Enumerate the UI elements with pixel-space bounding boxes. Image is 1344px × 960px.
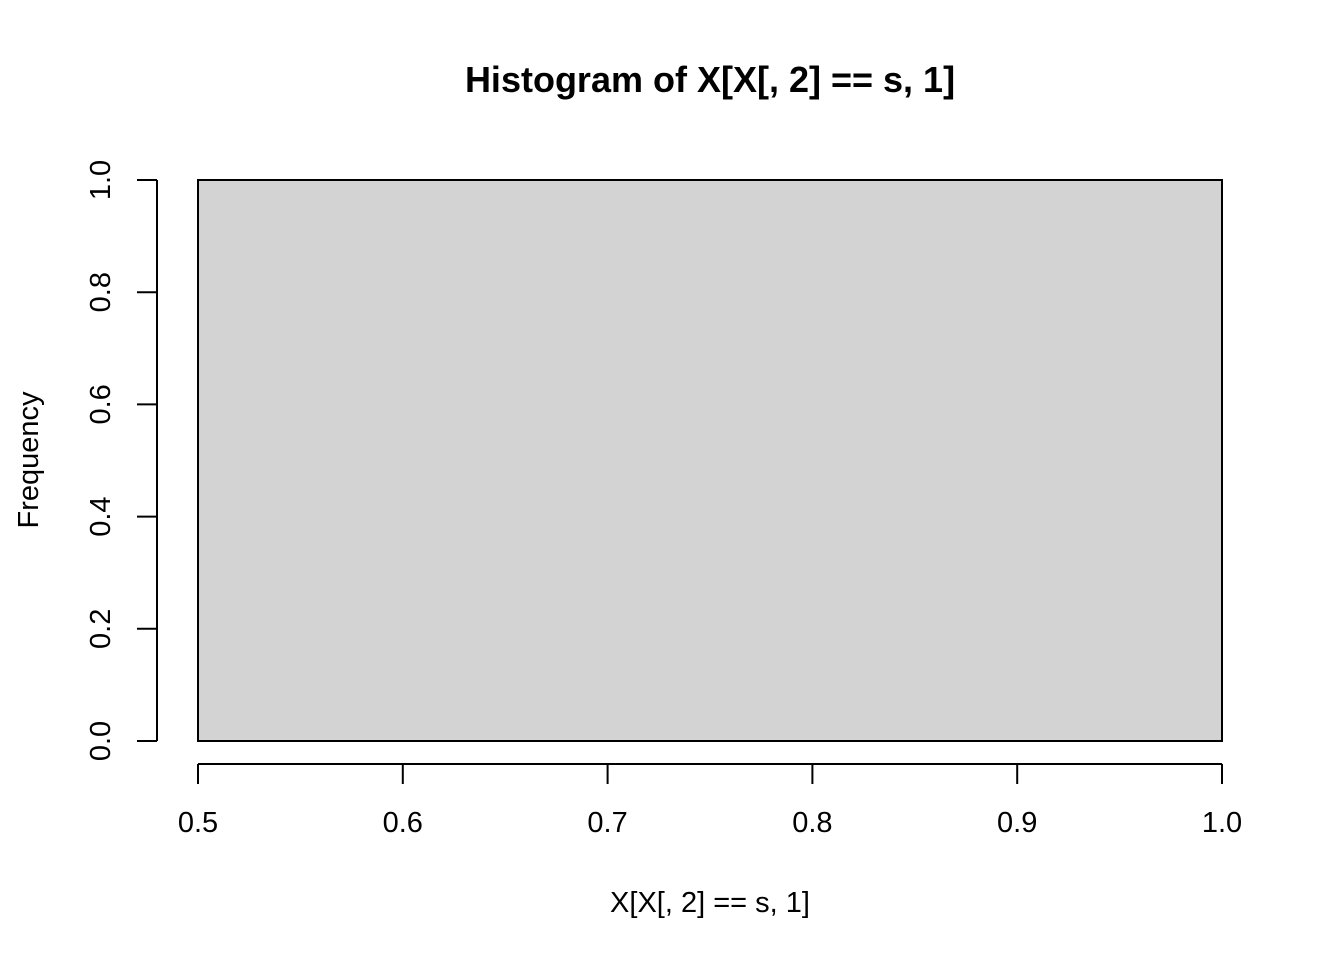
histogram-bar	[197, 179, 1223, 742]
x-tick-label: 0.7	[587, 807, 627, 839]
y-tick-label: 0.8	[85, 272, 117, 312]
x-tick-label: 0.9	[997, 807, 1037, 839]
y-tick-label: 0.2	[85, 609, 117, 649]
x-tick-label: 0.5	[178, 807, 218, 839]
histogram-bars	[197, 179, 1223, 742]
x-axis: 0.5 0.6 0.7 0.8 0.9 1.0	[178, 763, 1242, 839]
y-tick-label: 0.0	[85, 721, 117, 761]
x-tick-label: 1.0	[1202, 807, 1242, 839]
y-tick-label: 0.6	[85, 384, 117, 424]
y-tick-label: 1.0	[85, 160, 117, 200]
y-axis-label: Frequency	[13, 391, 45, 529]
x-axis-label: X[X[, 2] == s, 1]	[610, 887, 810, 919]
x-tick-label: 0.8	[792, 807, 832, 839]
y-tick-label: 0.4	[85, 496, 117, 536]
chart-title: Histogram of X[X[, 2] == s, 1]	[465, 59, 955, 100]
x-tick-label: 0.6	[383, 807, 423, 839]
y-axis: 0.0 0.2 0.4 0.6 0.8 1.0	[85, 160, 158, 761]
